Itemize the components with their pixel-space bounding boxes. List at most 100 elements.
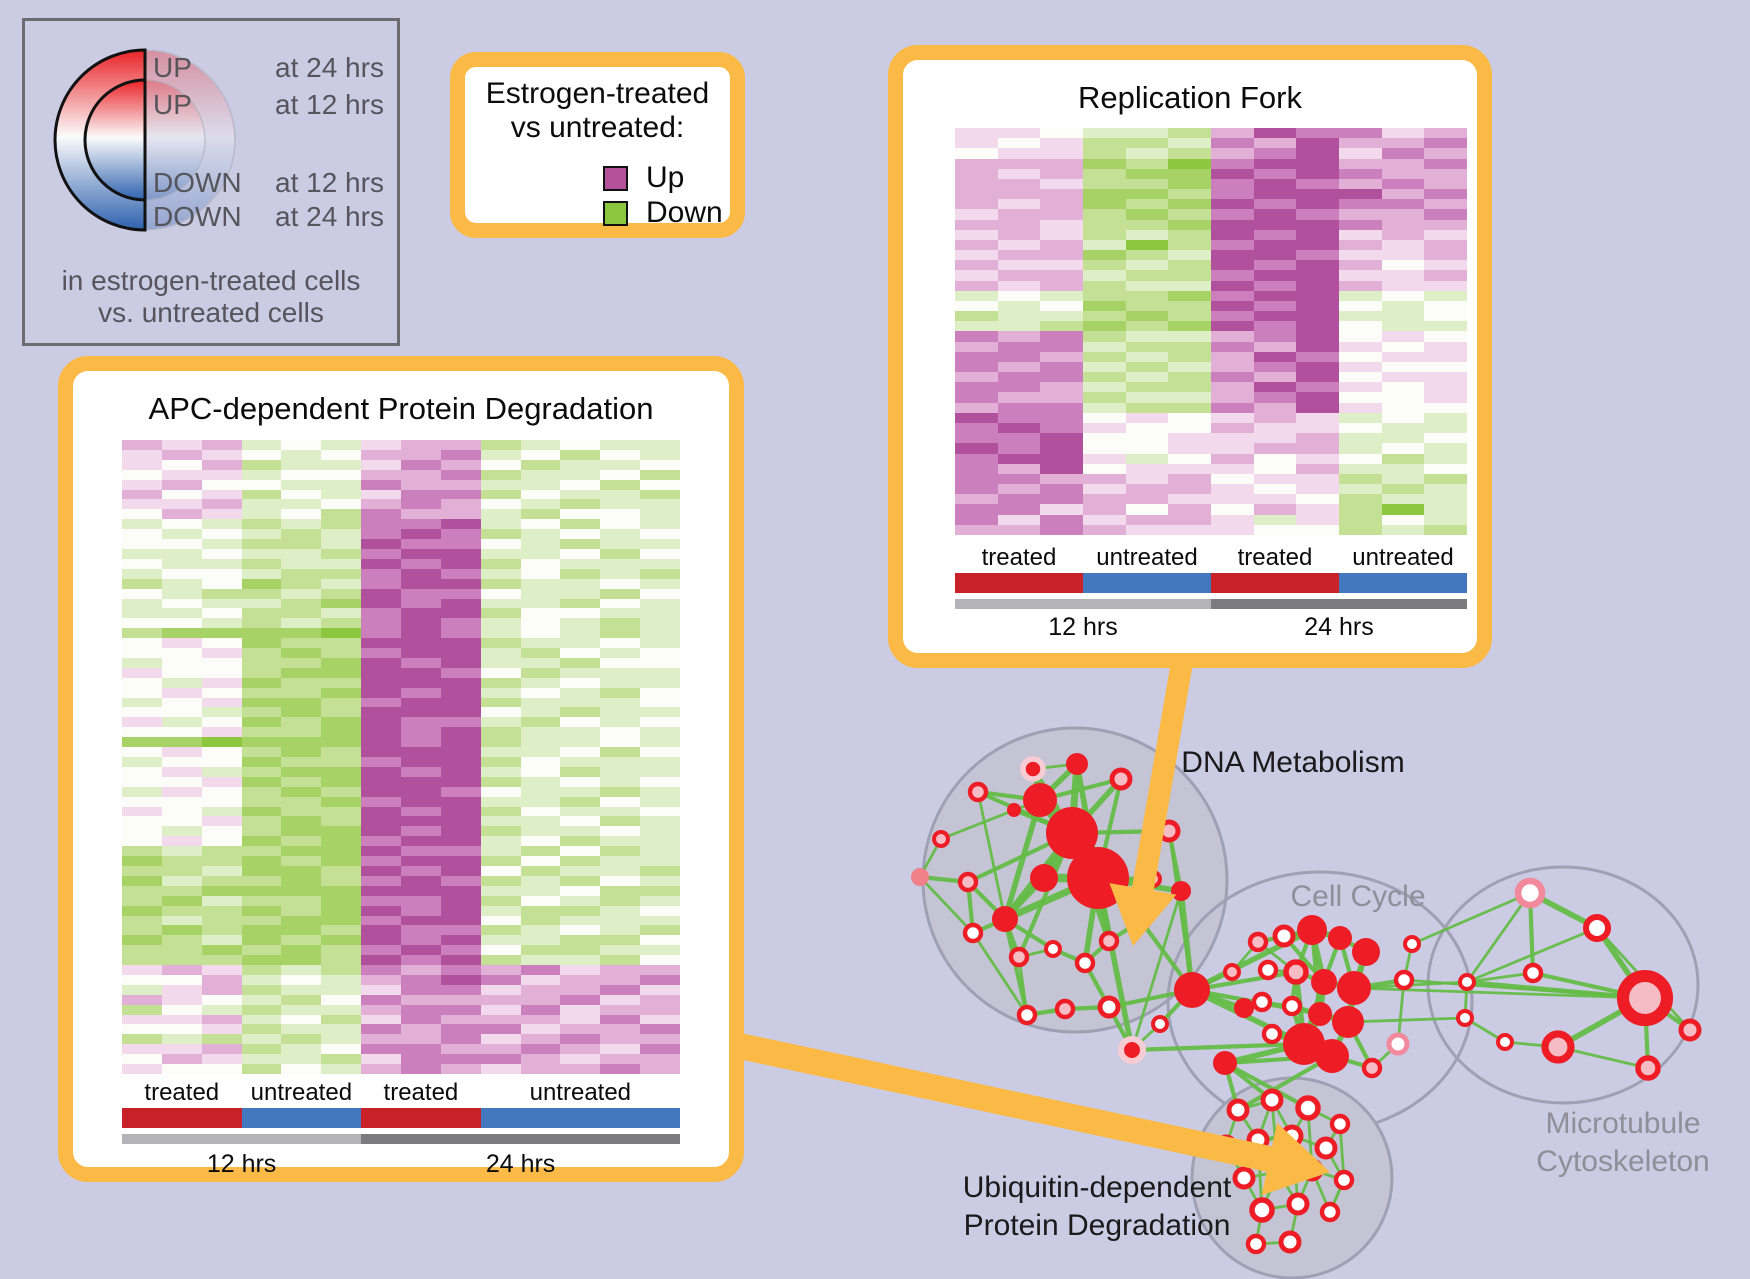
gene-node-s [1297, 915, 1327, 945]
network-edge [1301, 981, 1327, 1045]
heatmap-row [955, 178, 1468, 190]
heatmap-cell [997, 239, 1041, 251]
network-edge [1642, 997, 1651, 1069]
heatmap-cell [440, 509, 481, 520]
network-edge [1223, 1061, 1274, 1102]
heatmap-cell [122, 776, 162, 787]
heatmap-cell [161, 776, 202, 787]
heatmap-cell [241, 618, 282, 629]
heatmap-cell [1253, 392, 1297, 403]
heatmap-cell [640, 915, 681, 926]
heatmap-cell [1424, 128, 1468, 139]
heatmap-cell [361, 707, 402, 718]
heatmap-cell [281, 469, 322, 480]
heatmap-cell [1125, 168, 1169, 179]
heatmap-cell [997, 433, 1041, 444]
heatmap-cell [281, 737, 322, 748]
gene-node-s [992, 906, 1018, 932]
heatmap-cell [1168, 463, 1212, 474]
heatmap-cell [321, 459, 362, 470]
heatmap-cell [281, 915, 322, 926]
heatmap-cell [281, 1064, 322, 1074]
heatmap-cell [1125, 463, 1169, 474]
heatmap-cell [560, 727, 601, 738]
gene-node-s [1337, 971, 1371, 1005]
heatmap-cell [560, 1054, 601, 1065]
heatmap-cell [122, 667, 162, 678]
heatmap-cell [361, 608, 402, 619]
heatmap-cell [640, 895, 681, 906]
heatmap-cell [361, 657, 402, 668]
heatmap-cell [401, 1044, 441, 1055]
heatmap-cell [1339, 392, 1382, 403]
heatmap-row [955, 331, 1468, 342]
heatmap-cell [640, 479, 681, 490]
heatmap-cell [440, 806, 481, 817]
heatmap-cell [122, 469, 162, 480]
heatmap-cell [401, 836, 441, 847]
heatmap-cell [201, 1064, 242, 1074]
heatmap-cell [321, 945, 362, 956]
heatmap-cell [122, 806, 162, 817]
heatmap-cell [1339, 138, 1382, 149]
heatmap-cell [640, 440, 681, 450]
heatmap-cell [955, 199, 998, 210]
heatmap-cell [955, 524, 998, 535]
heatmap-cell [281, 1054, 322, 1065]
heatmap-cell [440, 717, 481, 728]
heatmap-cell [361, 935, 402, 946]
heatmap-cell [161, 915, 202, 926]
heatmap-cell [122, 925, 162, 936]
heatmap-cell [1040, 433, 1084, 444]
heatmap-cell [1168, 331, 1212, 342]
heatmap-cell [1339, 189, 1382, 200]
heatmap-cell [997, 372, 1041, 383]
network-edge [1282, 934, 1326, 984]
heatmap-cell [1125, 250, 1169, 261]
heatmap-cell [520, 618, 561, 629]
network-edge [1243, 1170, 1279, 1180]
heatmap-cell [241, 984, 282, 995]
heatmap-cell [600, 479, 641, 490]
heatmap-cell [640, 965, 681, 975]
heatmap-cell [1381, 260, 1425, 271]
heatmap-cell [1211, 321, 1254, 332]
heatmap-cell [241, 875, 282, 886]
heatmap-cell [480, 667, 521, 678]
network-edge [1067, 830, 1103, 881]
heatmap-cell [1381, 351, 1425, 362]
heatmap-cell [640, 776, 681, 787]
heatmap-cell [281, 965, 322, 975]
heatmap-cell [480, 717, 521, 728]
heatmap-cell [1424, 331, 1468, 342]
heatmap-cell [1083, 128, 1126, 139]
heatmap-cell [560, 578, 601, 589]
heatmap-cell [361, 955, 402, 966]
time-period-label: 12 hrs [1048, 613, 1118, 641]
heatmap-cell [361, 1054, 402, 1065]
heatmap-cell [480, 836, 521, 847]
direction-label: UP [153, 89, 192, 120]
heatmap-cell [520, 608, 561, 619]
heatmap-cell [241, 479, 282, 490]
gene-node-rw [1097, 995, 1121, 1019]
heatmap-cell [520, 598, 561, 609]
time-period-label: 24 hrs [1304, 613, 1374, 641]
heatmap-cell [560, 885, 601, 896]
heatmap-cell [241, 519, 282, 530]
heatmap-cell [600, 806, 641, 817]
gene-node-rp [1098, 930, 1120, 952]
heatmap-cell [321, 856, 362, 866]
heatmap-cell [1424, 270, 1468, 281]
heatmap-cell [1381, 229, 1425, 240]
heatmap-cell [1083, 209, 1126, 220]
heatmap-cell [1125, 128, 1169, 139]
heatmap-cell [440, 737, 481, 748]
heatmap-cell [440, 1064, 481, 1074]
heatmap-cell [997, 331, 1041, 342]
gene-node-rw [1044, 940, 1062, 958]
gene-node-rw [1281, 995, 1303, 1017]
heatmap-row [955, 484, 1468, 495]
heatmap-cell [440, 677, 481, 688]
heatmap-cell [321, 806, 362, 817]
